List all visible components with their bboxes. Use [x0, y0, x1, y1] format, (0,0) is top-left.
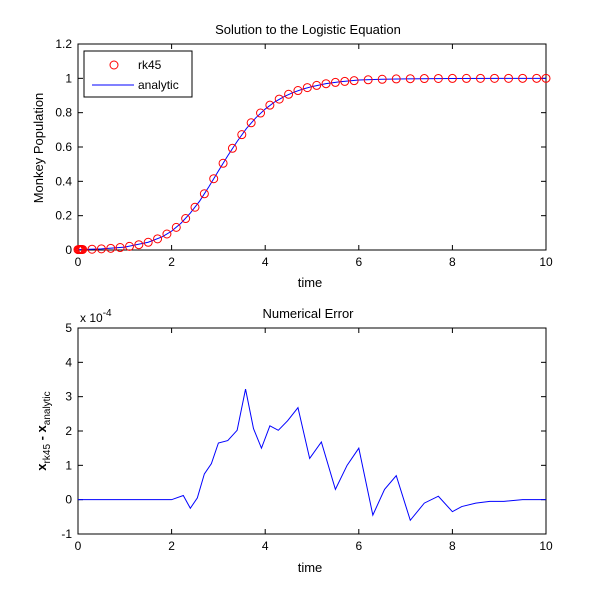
bottom-xtick-label: 6 — [355, 539, 362, 553]
top-ytick-label: 0.8 — [55, 106, 72, 120]
top-ytick-label: 0.2 — [55, 209, 72, 223]
rk45-point — [190, 202, 200, 212]
y-multiplier-base: x 10 — [80, 311, 103, 325]
rk45-point — [532, 73, 542, 83]
rk45-point — [124, 241, 134, 251]
top-rk45-markers-group — [73, 73, 551, 255]
bottom-xtick-label: 4 — [262, 539, 269, 553]
top-analytic-line-group — [77, 77, 546, 251]
rk45-point — [199, 189, 209, 199]
ylabel-sub-analytic: analytic — [42, 391, 53, 425]
rk45-point — [330, 77, 340, 87]
rk45-point — [284, 89, 294, 99]
bottom-chart-title: Numerical Error — [262, 306, 354, 321]
top-subplot: Solution to the Logistic Equation 0 2 4 6 8 1… — [31, 22, 553, 290]
bottom-ytick-label: -1 — [61, 527, 72, 541]
top-xtick-label: 4 — [262, 255, 269, 269]
top-xtick-label: 10 — [539, 255, 553, 269]
rk45-point — [490, 73, 500, 83]
rk45-point — [447, 73, 457, 83]
rk45-point — [209, 174, 219, 184]
rk45-point — [153, 234, 163, 244]
top-chart-title: Solution to the Logistic Equation — [215, 22, 401, 37]
top-y-axis-label: Monkey Population — [31, 93, 46, 204]
rk45-point — [391, 74, 401, 84]
top-xtick-label: 6 — [355, 255, 362, 269]
ylabel-sub-rk45: rk45 — [42, 444, 53, 464]
y-multiplier: x 10-4 — [80, 308, 112, 325]
top-ytick-label: 0.4 — [55, 174, 72, 188]
top-xtick-label: 8 — [449, 255, 456, 269]
analytic-series-line — [77, 77, 546, 251]
rk45-point — [504, 73, 514, 83]
rk45-point — [349, 76, 359, 86]
rk45-point — [87, 244, 97, 254]
rk45-point — [237, 130, 247, 140]
bottom-xtick-label: 8 — [449, 539, 456, 553]
rk45-point — [293, 86, 303, 96]
rk45-point — [433, 73, 443, 83]
rk45-point — [419, 74, 429, 84]
bottom-ytick-label: 5 — [65, 321, 72, 335]
rk45-point — [321, 79, 331, 89]
rk45-point — [162, 229, 172, 239]
rk45-point — [377, 74, 387, 84]
bottom-xtick-label: 2 — [168, 539, 175, 553]
bottom-xtick-label: 0 — [75, 539, 82, 553]
rk45-point — [218, 158, 228, 168]
legend-box — [83, 50, 193, 98]
top-x-axis-label: time — [298, 275, 323, 290]
rk45-point — [106, 243, 116, 253]
rk45-point — [115, 243, 125, 253]
rk45-point — [302, 83, 312, 93]
rk45-point — [363, 75, 373, 85]
rk45-point — [181, 214, 191, 224]
legend-analytic-label: analytic — [138, 78, 179, 92]
rk45-point — [256, 108, 266, 118]
top-xtick-label: 0 — [75, 255, 82, 269]
bottom-y-axis-label: xrk45 - xanalytic — [34, 391, 53, 470]
top-ytick-label: 1 — [65, 71, 72, 85]
top-ytick-label: 0.6 — [55, 140, 72, 154]
rk45-point — [541, 73, 551, 83]
bottom-ytick-label: 0 — [65, 493, 72, 507]
rk45-point — [134, 240, 144, 250]
rk45-point — [475, 73, 485, 83]
bottom-ytick-label: 3 — [65, 390, 72, 404]
rk45-point — [171, 222, 181, 232]
ylabel-x1: x — [34, 463, 49, 471]
legend-rk45-marker — [109, 60, 119, 70]
ylabel-minus-x: - x — [34, 424, 49, 444]
legend-rk45-label: rk45 — [138, 58, 162, 72]
y-multiplier-exponent: -4 — [103, 308, 112, 319]
rk45-point — [78, 244, 88, 254]
top-ytick-label: 0 — [65, 243, 72, 257]
rk45-point — [518, 73, 528, 83]
rk45-point — [405, 74, 415, 84]
bottom-x-axis-label: time — [298, 560, 323, 575]
rk45-point — [312, 80, 322, 90]
rk45-point — [265, 100, 275, 110]
error-series-line — [78, 389, 546, 522]
rk45-point — [227, 143, 237, 153]
legend: rk45 analytic — [83, 50, 193, 98]
top-xtick-label: 2 — [168, 255, 175, 269]
rk45-point — [246, 118, 256, 128]
rk45-point — [274, 94, 284, 104]
bottom-ytick-label: 4 — [65, 355, 72, 369]
rk45-point — [143, 237, 153, 247]
bottom-xtick-label: 10 — [539, 539, 553, 553]
bottom-ytick-label: 2 — [65, 424, 72, 438]
bottom-ytick-label: 1 — [65, 458, 72, 472]
rk45-point — [461, 73, 471, 83]
rk45-point — [96, 244, 106, 254]
rk45-point — [340, 76, 350, 86]
top-ytick-label: 1.2 — [55, 37, 72, 51]
bottom-error-line-group — [78, 389, 546, 522]
